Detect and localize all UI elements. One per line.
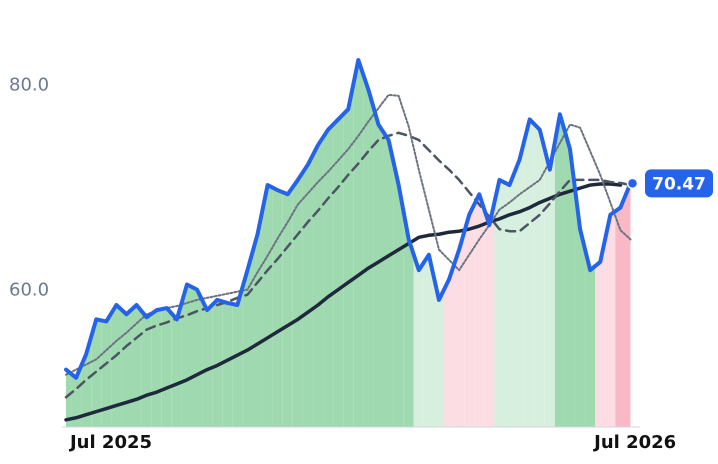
- area-slice: [222, 301, 233, 427]
- last-value-label: 70.47: [652, 174, 706, 194]
- area-slice: [333, 114, 344, 427]
- area-slice: [363, 74, 374, 428]
- area-slice: [444, 264, 455, 427]
- area-slice: [615, 195, 626, 427]
- area-slice: [66, 369, 72, 427]
- area-slice: [494, 179, 505, 427]
- line-series: [64, 182, 623, 422]
- area-slice: [413, 254, 424, 427]
- area-slice: [383, 132, 394, 427]
- area-slice: [544, 141, 555, 427]
- area-slice: [625, 183, 631, 427]
- area-slice: [524, 119, 535, 427]
- area-slice: [161, 308, 172, 427]
- area-slice: [212, 299, 223, 427]
- line-series: [64, 57, 633, 380]
- area-slice: [121, 309, 132, 427]
- area-slice: [252, 209, 263, 427]
- area-slice: [343, 84, 354, 427]
- area-slice: [393, 162, 404, 427]
- area-slice: [534, 124, 545, 427]
- area-slice: [192, 287, 203, 427]
- area-slice: [423, 254, 434, 427]
- area-slice: [101, 313, 112, 427]
- area-slice: [151, 309, 162, 427]
- area-slice: [514, 139, 525, 427]
- last-point: [626, 177, 639, 190]
- area-slice: [353, 59, 364, 428]
- area-slice: [181, 284, 192, 427]
- area-slice: [504, 172, 515, 427]
- area-slice: [171, 301, 182, 427]
- area-slice: [111, 305, 122, 427]
- area-slice: [373, 107, 384, 428]
- area-slice: [272, 187, 283, 427]
- area-slice: [605, 211, 616, 427]
- y-tick-label: 80.0: [9, 75, 49, 96]
- area-slice: [302, 154, 313, 427]
- area-slice: [262, 185, 273, 427]
- area-slice: [564, 131, 576, 427]
- area-slice: [312, 137, 324, 427]
- area-slice: [595, 238, 606, 427]
- area-slice: [464, 204, 475, 427]
- line-series: [64, 131, 632, 399]
- area-slice: [403, 212, 414, 427]
- area-slice: [474, 194, 485, 427]
- area-slice: [81, 336, 92, 427]
- area-slice: [554, 114, 565, 427]
- x-tick-label: Jul 2025: [68, 432, 152, 453]
- x-tick-label: Jul 2026: [592, 432, 676, 453]
- last-value-badge: [645, 169, 713, 198]
- area-slice: [433, 277, 444, 427]
- area-slice: [202, 299, 213, 427]
- area-slice: [484, 202, 495, 427]
- area-slice: [454, 232, 465, 427]
- area-slice: [585, 249, 596, 427]
- area-slice: [323, 124, 334, 427]
- area-slice: [282, 187, 293, 427]
- area-slice: [71, 366, 82, 427]
- area-slice: [232, 287, 243, 427]
- y-tick-label: 60.0: [9, 280, 49, 301]
- area-slice: [575, 189, 586, 427]
